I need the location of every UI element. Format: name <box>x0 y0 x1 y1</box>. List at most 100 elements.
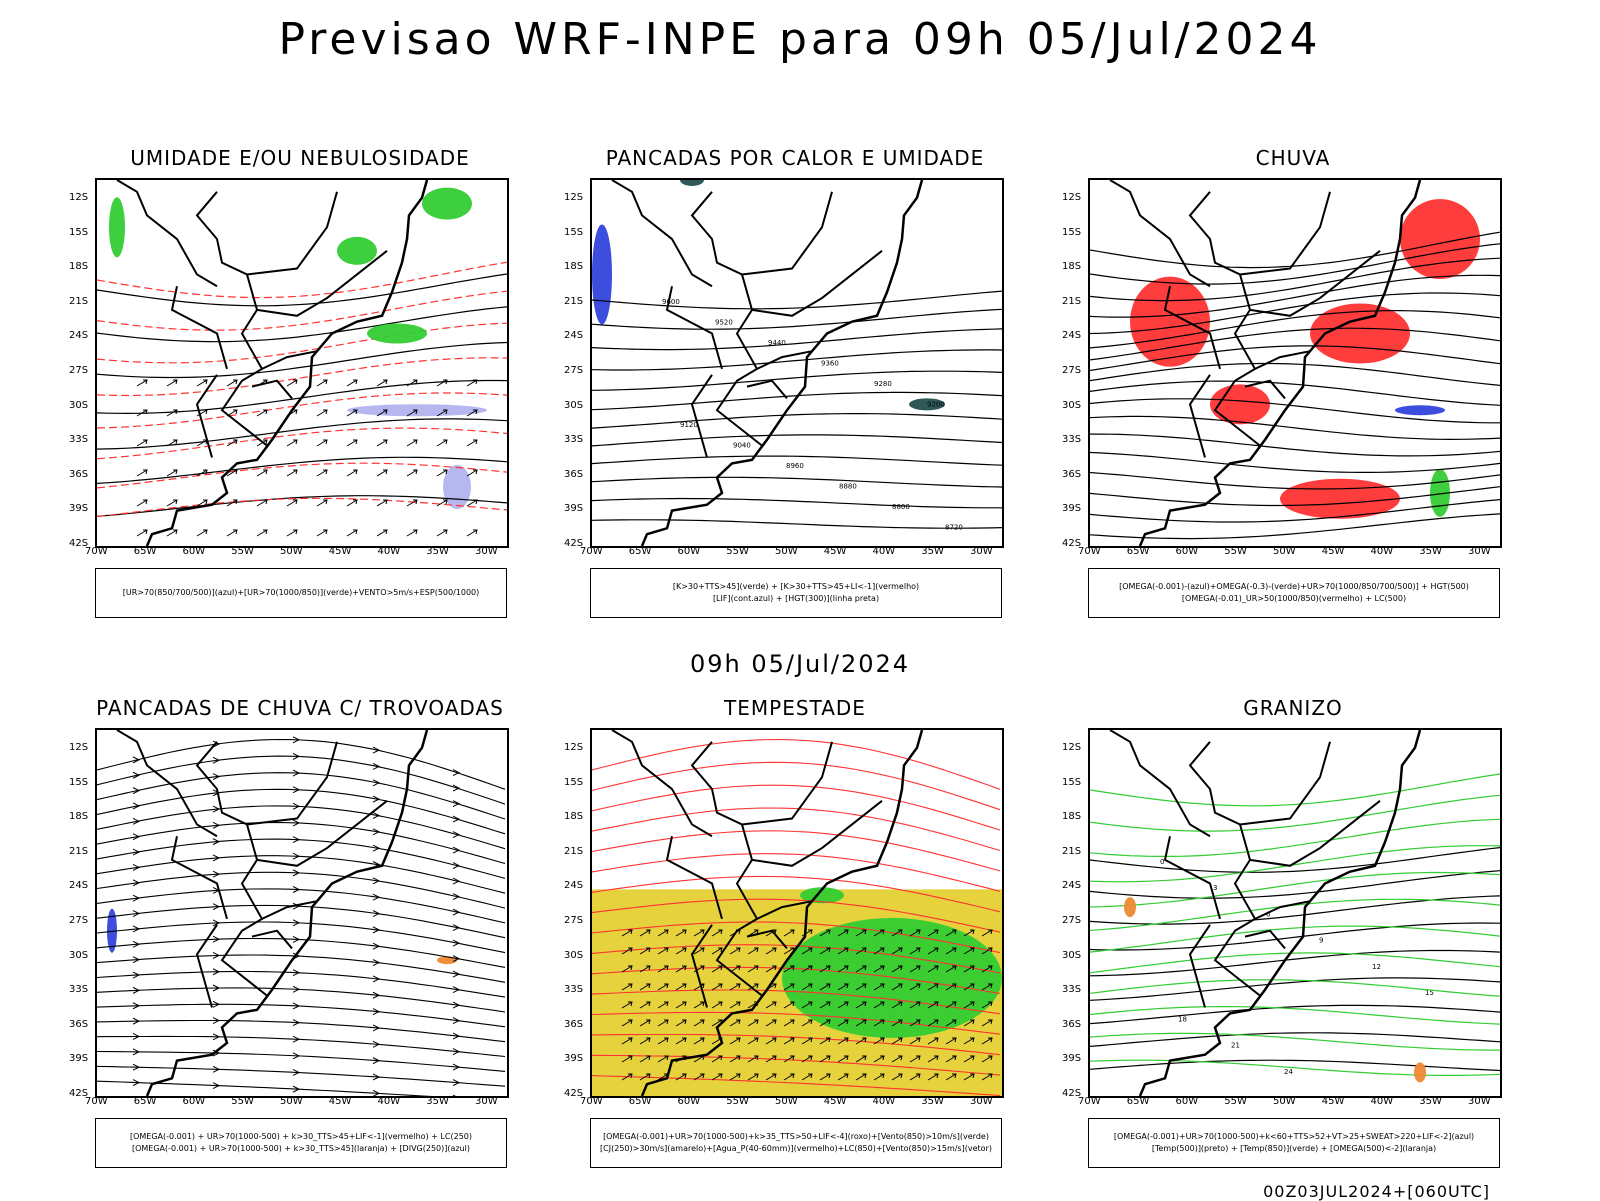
wind-vector <box>436 439 448 447</box>
wind-vector <box>621 983 633 991</box>
lat-tick-label: 39S <box>69 503 89 515</box>
wind-vector <box>747 965 759 973</box>
wind-vector <box>346 469 358 477</box>
streamline-arrow <box>132 802 141 810</box>
border-line <box>1109 730 1211 838</box>
streamline-arrow <box>452 846 461 854</box>
wind-vector <box>783 1073 795 1081</box>
wind-vector <box>801 947 813 955</box>
lat-tick-label: 27S <box>1062 365 1082 376</box>
lon-tick-label: 45W <box>823 1096 847 1107</box>
wind-vector <box>873 947 885 955</box>
humidity-area <box>337 236 377 265</box>
streamline-arrow <box>452 1063 461 1071</box>
wind-vector <box>801 1001 813 1009</box>
streamline-arrow <box>372 959 381 967</box>
streamline-arrow <box>212 740 221 748</box>
streamline-arrow <box>292 902 301 910</box>
wind-vector <box>927 1001 939 1009</box>
wind-vector <box>801 929 813 937</box>
wind-vector <box>837 1037 849 1045</box>
lon-tick-label: 40W <box>1370 546 1394 557</box>
lat-tick-label: 27S <box>1062 915 1082 926</box>
wind-vector <box>196 379 208 387</box>
streamline-arrow <box>292 769 301 777</box>
wind-vector <box>621 1073 633 1081</box>
streamline <box>592 944 1001 974</box>
streamline-arrow <box>452 986 461 994</box>
lon-tick-label: 40W <box>1370 1096 1394 1107</box>
legend-pancadas-calor: [K>30+TTS>45](verde) + [K>30+TTS>45+LI<-… <box>590 568 1002 618</box>
lat-tick-label: 21S <box>564 845 584 857</box>
contour-line <box>1090 925 1500 953</box>
streamline <box>592 784 1001 831</box>
lat-tick-label: 24S <box>69 880 89 892</box>
border-line <box>690 191 763 447</box>
panel-title-pancadas-calor: PANCADAS POR CALOR E UMIDADE <box>605 146 985 170</box>
contour-line <box>1090 274 1500 318</box>
wind-vector <box>981 947 993 955</box>
wind-vector <box>657 983 669 991</box>
contour-label: 15 <box>1425 989 1434 997</box>
lon-tick-label: 65W <box>133 546 157 557</box>
streamline <box>97 954 506 983</box>
lat-tick-label: 18S <box>564 811 584 823</box>
border-line <box>1239 741 1331 826</box>
border-line <box>195 374 218 458</box>
wind-area <box>800 887 844 904</box>
legend-line: [K>30+TTS>45](verde) + [K>30+TTS>45+LI<-… <box>672 582 920 591</box>
lat-tick-label: 36S <box>1062 1018 1082 1030</box>
lon-tick-label: 65W <box>1126 1096 1150 1107</box>
lat-tick-label: 42S <box>69 538 89 549</box>
wind-vector <box>406 409 418 417</box>
wind-vector <box>657 1019 669 1027</box>
lat-tick-label: 42S <box>69 1088 89 1099</box>
streamline-arrow <box>372 942 381 950</box>
streamline-arrow <box>212 919 221 927</box>
border-line <box>690 374 713 458</box>
lat-tick-label: 21S <box>564 295 584 307</box>
streamline <box>97 1035 506 1058</box>
streamline-arrow <box>212 935 221 943</box>
wind-vector <box>196 409 208 417</box>
streamline-arrow <box>452 893 461 901</box>
border-line <box>756 900 813 920</box>
wind-vector <box>873 1019 885 1027</box>
streamline-arrow <box>372 1057 381 1065</box>
wind-vector <box>819 965 831 973</box>
border-line <box>1163 286 1221 370</box>
streamline <box>97 937 506 968</box>
streamline <box>97 1065 506 1087</box>
streamline-arrow <box>212 1017 221 1024</box>
wind-vector <box>729 983 741 991</box>
wind-vector <box>693 1019 705 1027</box>
contour-line <box>1090 1032 1500 1051</box>
streamline-arrow <box>212 903 221 911</box>
wind-vector <box>963 1001 975 1009</box>
wind-vector <box>466 529 478 537</box>
page-title: Previsao WRF-INPE para 09h 05/Jul/2024 <box>278 14 1322 65</box>
lon-tick-label: 70W <box>1078 1096 1101 1107</box>
wind-vector <box>621 1019 633 1027</box>
wind-vector <box>891 983 903 991</box>
wind-vector <box>196 499 208 507</box>
streamline-arrow <box>292 836 301 844</box>
legend-line: [OMEGA(-0.001) + UR>70(1000-500) + k>30_… <box>131 1144 471 1153</box>
contour-label: 8880 <box>839 483 857 491</box>
wind-vector <box>981 929 993 937</box>
streamline <box>97 788 506 835</box>
wind-vector <box>466 379 478 387</box>
lon-tick-label: 35W <box>921 546 944 557</box>
streamline-arrow <box>212 952 221 959</box>
wind-vector <box>783 1001 795 1009</box>
wind-vector <box>747 1019 759 1027</box>
border-line <box>746 929 788 950</box>
streamline-arrow <box>372 828 381 836</box>
lon-tick-label: 50W <box>1273 546 1296 557</box>
panel-title-granizo: GRANIZO <box>1243 696 1343 720</box>
streamline-arrow <box>212 854 221 862</box>
wind-vector <box>855 929 867 937</box>
contour-line <box>1090 243 1500 285</box>
lon-tick-label: 70W <box>580 1096 603 1107</box>
contour-line <box>1090 310 1500 349</box>
